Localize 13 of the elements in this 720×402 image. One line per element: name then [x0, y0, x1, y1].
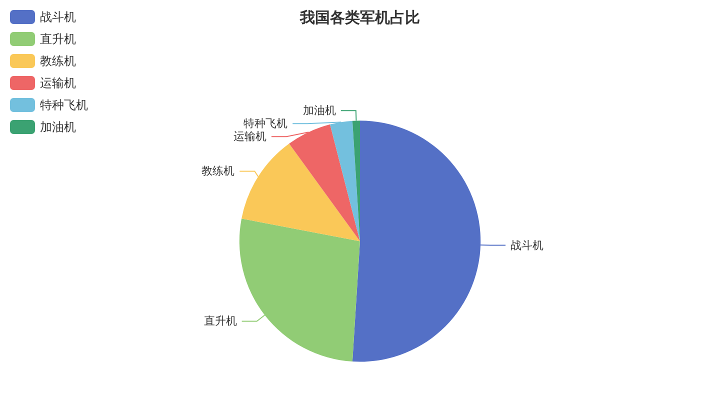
slice-label: 直升机: [204, 314, 237, 328]
slice-label: 运输机: [233, 130, 266, 144]
legend-label: 直升机: [40, 32, 76, 46]
slice-label: 加油机: [302, 104, 336, 118]
slice-label: 特种飞机: [244, 117, 288, 130]
slice-label: 战斗机: [510, 238, 544, 252]
legend-label: 教练机: [40, 54, 76, 68]
legend-label: 加油机: [40, 120, 76, 134]
legend-label: 特种飞机: [40, 98, 88, 112]
legend-label: 战斗机: [40, 10, 76, 24]
chart-title: 我国各类军机占比: [299, 8, 420, 26]
legend-label: 运输机: [40, 76, 76, 90]
slice-label: 教练机: [202, 164, 235, 178]
